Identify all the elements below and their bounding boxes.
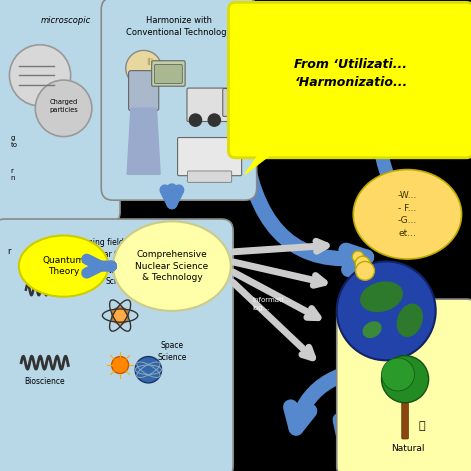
FancyBboxPatch shape	[178, 138, 242, 176]
Text: Emerging fields created by
nuclear technology: Emerging fields created by nuclear techn…	[68, 238, 172, 259]
FancyBboxPatch shape	[0, 0, 120, 224]
Ellipse shape	[353, 170, 462, 259]
Circle shape	[352, 251, 364, 262]
Text: -W...
- F...
-G...
et...: -W... - F... -G... et...	[398, 191, 417, 237]
Circle shape	[382, 358, 414, 391]
FancyBboxPatch shape	[223, 89, 243, 116]
Circle shape	[112, 357, 129, 374]
Ellipse shape	[398, 304, 422, 336]
Circle shape	[126, 50, 162, 86]
Circle shape	[112, 307, 129, 324]
Text: 🦌: 🦌	[418, 421, 425, 431]
FancyBboxPatch shape	[0, 219, 233, 471]
FancyBboxPatch shape	[228, 2, 471, 158]
Text: Informati...
log...: Informati... log...	[252, 297, 291, 311]
FancyBboxPatch shape	[101, 0, 257, 200]
Text: r: r	[7, 247, 10, 257]
Circle shape	[355, 256, 370, 271]
Text: Quantum
Theory: Quantum Theory	[42, 256, 85, 276]
Text: |||: |||	[146, 58, 154, 65]
Text: Bioscience: Bioscience	[24, 377, 65, 386]
Ellipse shape	[19, 236, 108, 297]
Text: Charged
particles: Charged particles	[49, 99, 78, 113]
Text: Comprehensive
Nuclear Science
& Technology: Comprehensive Nuclear Science & Technolo…	[135, 250, 209, 282]
Ellipse shape	[113, 221, 231, 311]
Text: g
to: g to	[10, 135, 17, 148]
FancyBboxPatch shape	[152, 61, 185, 86]
Ellipse shape	[361, 282, 402, 311]
Text: From ‘Utilizati...
‘Harmonizatio...: From ‘Utilizati... ‘Harmonizatio...	[294, 57, 407, 89]
Text: Medical
Science: Medical Science	[30, 266, 59, 286]
FancyBboxPatch shape	[187, 88, 237, 122]
FancyBboxPatch shape	[129, 71, 159, 111]
Circle shape	[189, 114, 202, 126]
Circle shape	[135, 357, 162, 383]
Circle shape	[382, 356, 429, 403]
Circle shape	[35, 80, 92, 137]
Text: Space
Science: Space Science	[157, 341, 187, 362]
Ellipse shape	[363, 322, 381, 337]
Text: Nuclear
Science: Nuclear Science	[106, 266, 135, 286]
FancyBboxPatch shape	[187, 171, 232, 182]
Text: Harmonize with
Conventional Technology: Harmonize with Conventional Technology	[126, 16, 232, 37]
Text: microscopic: microscopic	[41, 16, 91, 25]
FancyBboxPatch shape	[154, 65, 182, 83]
Circle shape	[356, 261, 374, 280]
Circle shape	[9, 45, 71, 106]
Circle shape	[208, 114, 220, 126]
FancyBboxPatch shape	[402, 392, 408, 439]
Polygon shape	[127, 108, 160, 174]
Polygon shape	[245, 151, 276, 174]
FancyBboxPatch shape	[337, 299, 471, 471]
Circle shape	[337, 261, 436, 360]
Text: Natural: Natural	[390, 444, 424, 453]
Text: r
n: r n	[10, 168, 15, 181]
